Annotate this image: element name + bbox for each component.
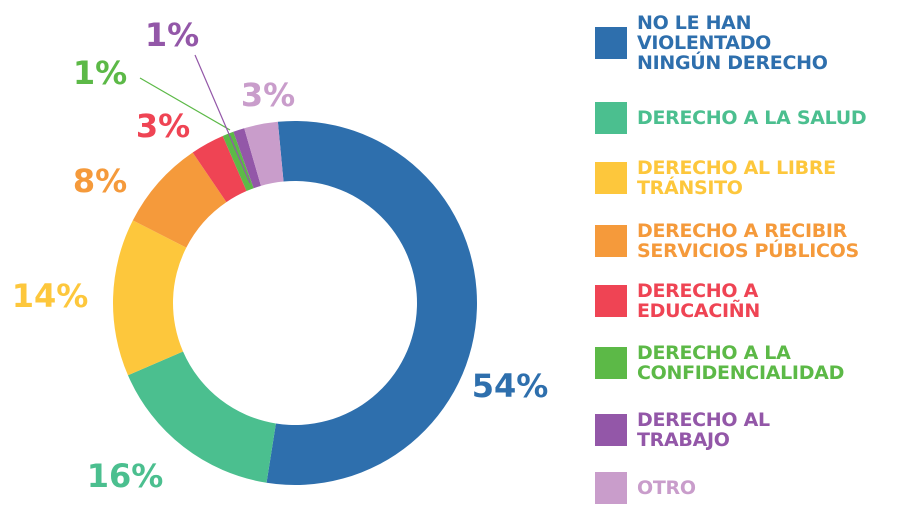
legend-swatch <box>595 162 627 194</box>
donut-segment <box>132 152 227 248</box>
legend-swatch <box>595 472 627 504</box>
data-label: 16% <box>87 457 164 495</box>
donut-segment <box>266 121 477 485</box>
donut-chart: 54%16%14%8%3%1%1%3% <box>12 16 549 495</box>
legend-label: DERECHO A LA SALUD <box>637 107 867 129</box>
data-label: 3% <box>241 76 295 114</box>
legend-item: DERECHO A EDUCACIÑN <box>595 278 807 324</box>
legend-swatch <box>595 27 627 59</box>
leader-line <box>194 54 251 184</box>
leader-line <box>139 77 231 131</box>
data-label: 54% <box>472 367 549 405</box>
legend-swatch <box>595 102 627 134</box>
legend-label: DERECHO AL LIBRE TRÁNSITO <box>637 157 836 199</box>
data-label: 3% <box>136 107 190 145</box>
data-label: 8% <box>73 162 127 200</box>
legend-swatch <box>595 225 627 257</box>
legend-label: DERECHO AL TRABAJO <box>637 409 770 451</box>
legend-item: NO LE HAN VIOLENTADO NINGÚN DERECHO <box>595 8 847 78</box>
legend-item: OTRO <box>595 470 837 506</box>
donut-segment <box>222 131 254 192</box>
legend-label: DERECHO A EDUCACIÑN <box>637 280 760 322</box>
legend-swatch <box>595 414 627 446</box>
donut-segment <box>233 128 261 189</box>
data-label: 1% <box>73 54 127 92</box>
legend-item: DERECHO A RECIBIR SERVICIOS PÚBLICOS <box>595 218 907 264</box>
legend-item: DERECHO A LA CONFIDENCIALIDAD <box>595 340 907 386</box>
donut-segment <box>127 351 276 483</box>
legend-label: DERECHO A RECIBIR SERVICIOS PÚBLICOS <box>637 220 859 262</box>
donut-segment <box>244 121 284 186</box>
legend-swatch <box>595 347 627 379</box>
legend-label: DERECHO A LA CONFIDENCIALIDAD <box>637 342 845 384</box>
donut-segment <box>192 135 247 203</box>
data-label: 14% <box>12 277 89 315</box>
legend-item: DERECHO A LA SALUD <box>595 100 907 136</box>
legend-item: DERECHO AL LIBRE TRÁNSITO <box>595 155 867 201</box>
legend-swatch <box>595 285 627 317</box>
legend-label: OTRO <box>637 477 696 499</box>
legend-label: NO LE HAN VIOLENTADO NINGÚN DERECHO <box>637 12 828 74</box>
data-label: 1% <box>145 16 199 54</box>
donut-segment <box>113 220 187 376</box>
legend-item: DERECHO AL TRABAJO <box>595 402 837 458</box>
